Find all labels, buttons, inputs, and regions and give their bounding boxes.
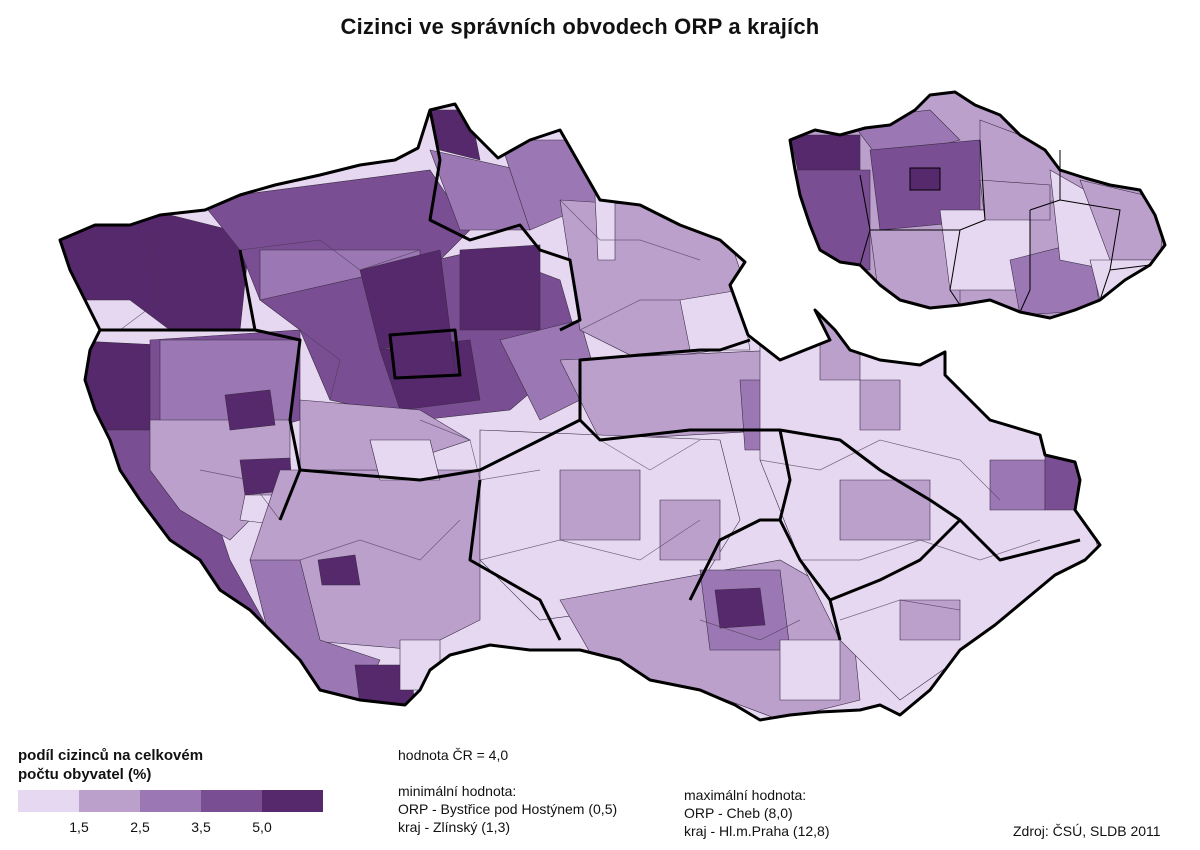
legend-break-1: 1,5 bbox=[69, 819, 89, 835]
legend-title-line1: podíl cizinců na celkovém bbox=[18, 747, 204, 764]
legend-break-4: 5,0 bbox=[252, 819, 272, 835]
kraj-inset-borders bbox=[859, 139, 1151, 313]
kraj-inset-map bbox=[790, 92, 1165, 318]
legend-swatch-class2 bbox=[79, 790, 140, 812]
minimum-orp: ORP - Bystřice pod Hostýnem (0,5) bbox=[398, 801, 618, 817]
legend-swatch-class4 bbox=[201, 790, 262, 812]
minimum-block: minimální hodnota: ORP - Bystřice pod Ho… bbox=[398, 782, 617, 836]
kraj-boundaries bbox=[58, 102, 1102, 722]
legend-title: podíl cizinců na celkovém počtu obyvatel… bbox=[18, 746, 203, 784]
maximum-kraj: kraj - Hl.m.Praha (12,8) bbox=[684, 823, 830, 839]
legend-swatch-class3 bbox=[140, 790, 201, 812]
orp-boundaries bbox=[119, 199, 1041, 641]
legend-break-3: 3,5 bbox=[191, 819, 211, 835]
maximum-block: maximální hodnota: ORP - Cheb (8,0) kraj… bbox=[684, 786, 829, 840]
legend-swatch-class1 bbox=[18, 790, 79, 812]
kraj-inset-outline bbox=[788, 90, 1167, 320]
legend-title-line2: počtu obyvatel (%) bbox=[18, 766, 152, 783]
minimum-label: minimální hodnota: bbox=[398, 783, 517, 799]
minimum-kraj: kraj - Zlínský (1,3) bbox=[398, 819, 511, 835]
maximum-label: maximální hodnota: bbox=[684, 787, 807, 803]
legend-swatch-class5 bbox=[262, 790, 323, 812]
national-value: hodnota ČR = 4,0 bbox=[398, 747, 509, 763]
map-title: Cizinci ve správních obvodech ORP a kraj… bbox=[340, 14, 820, 39]
maximum-orp: ORP - Cheb (8,0) bbox=[684, 805, 793, 821]
source-note: Zdroj: ČSÚ, SLDB 2011 bbox=[1013, 823, 1161, 839]
legend-break-2: 2,5 bbox=[130, 819, 150, 835]
legend-color-bar bbox=[18, 790, 323, 812]
